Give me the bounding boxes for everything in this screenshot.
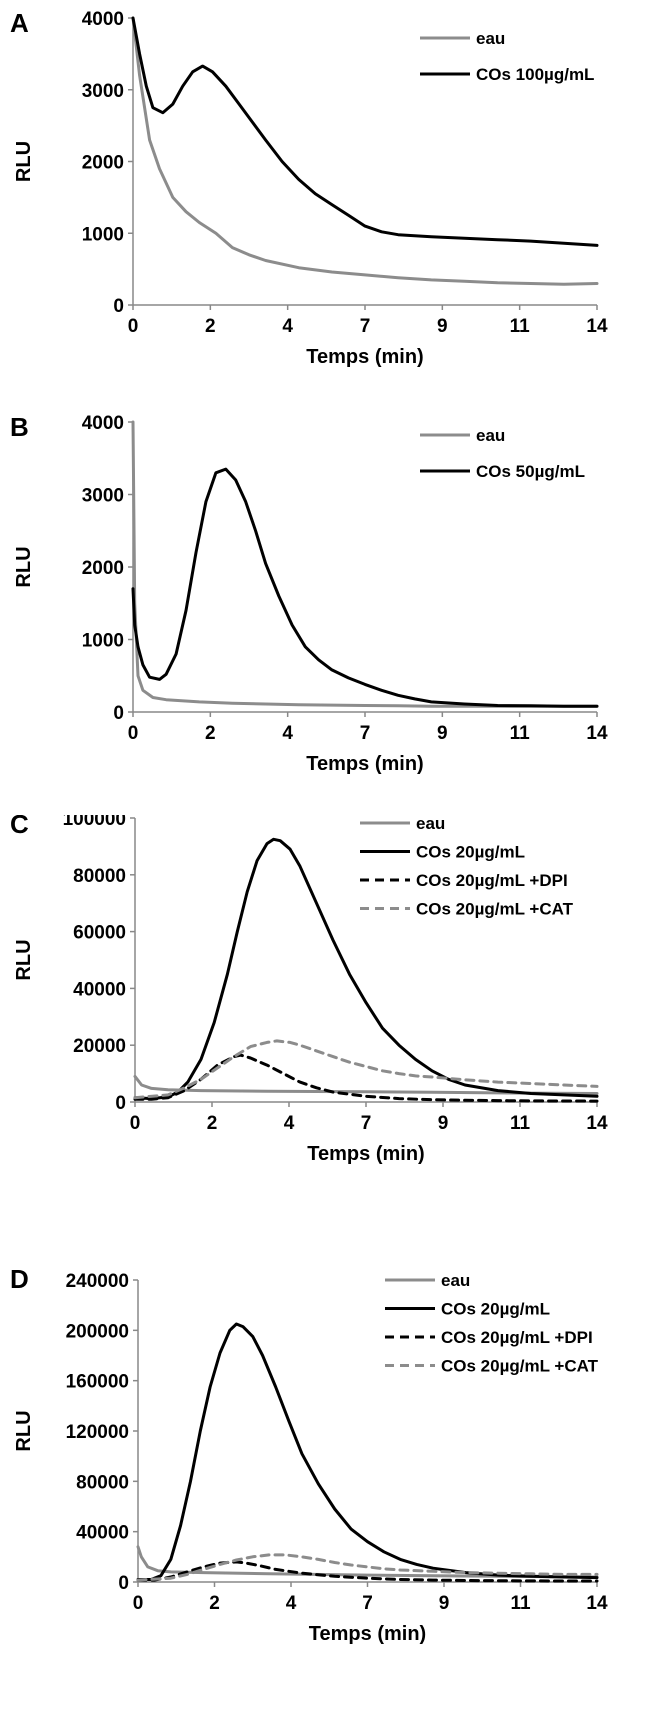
x-tick-label: 9 bbox=[439, 1593, 450, 1614]
y-tick-label: 0 bbox=[118, 1573, 129, 1594]
legend-label: COs 20µg/mL bbox=[416, 843, 525, 862]
series-line-4 bbox=[133, 1039, 599, 1100]
x-tick-label: 0 bbox=[133, 1593, 144, 1614]
chart-panel-a: A 0 1000 2000 3000 4000 0 2 4 7 9 11 14 Temps (min) RL… bbox=[10, 8, 608, 368]
y-tick-label: 0 bbox=[115, 1093, 126, 1114]
legend-label: COs 20µg/mL +DPI bbox=[416, 871, 568, 890]
x-axis-title: Temps (min) bbox=[307, 1143, 424, 1165]
x-tick-label: 14 bbox=[586, 1593, 608, 1614]
panel-b: B 0 1000 2000 3000 4000 0 2 4 7 9 11 14 Temps (min) RL… bbox=[0, 410, 657, 788]
y-tick-label: 4000 bbox=[82, 413, 124, 434]
y-axis-title: RLU bbox=[13, 1410, 35, 1451]
panel-label: D bbox=[10, 1265, 29, 1294]
y-tick-label: 200000 bbox=[66, 1321, 129, 1342]
y-tick-label: 0 bbox=[113, 296, 124, 317]
series-line-1 bbox=[133, 1074, 599, 1095]
panel-a: A 0 1000 2000 3000 4000 0 2 4 7 9 11 14 Temps (min) RL… bbox=[0, 0, 657, 380]
series-line-2 bbox=[136, 1322, 599, 1581]
legend-label: COs 100µg/mL bbox=[476, 65, 594, 84]
x-tick-label: 11 bbox=[510, 1113, 531, 1134]
legend-label: COs 20µg/mL +DPI bbox=[441, 1328, 593, 1347]
y-tick-label: 80000 bbox=[73, 866, 126, 887]
legend-label: COs 20µg/mL +CAT bbox=[416, 900, 574, 919]
y-tick-label: 100000 bbox=[63, 815, 126, 830]
x-tick-label: 2 bbox=[209, 1593, 220, 1614]
x-tick-label: 0 bbox=[128, 723, 139, 744]
x-tick-label: 14 bbox=[586, 723, 608, 744]
series-line-2 bbox=[131, 16, 599, 247]
y-axis-title: RLU bbox=[13, 939, 35, 980]
x-axis-title: Temps (min) bbox=[306, 753, 423, 775]
x-tick-label: 7 bbox=[361, 1113, 372, 1134]
chart-panel-c: C 0 20000 40000 60000 80000 100000 0 2 4 7 9 11 14 Tem… bbox=[10, 815, 608, 1165]
y-axis-title: RLU bbox=[13, 141, 35, 182]
panel-c: C 0 20000 40000 60000 80000 100000 0 2 4 7 9 11 14 Tem… bbox=[0, 815, 657, 1235]
y-tick-label: 20000 bbox=[73, 1036, 126, 1057]
x-tick-label: 2 bbox=[205, 723, 216, 744]
x-tick-label: 7 bbox=[362, 1593, 373, 1614]
x-tick-label: 0 bbox=[130, 1113, 141, 1134]
y-tick-label: 160000 bbox=[66, 1372, 129, 1393]
x-tick-label: 7 bbox=[360, 723, 371, 744]
chart-panel-d: D 0 40000 80000 120000 160000 200000 240000 0 2 4 7… bbox=[10, 1265, 608, 1645]
y-tick-label: 0 bbox=[113, 703, 124, 724]
legend-label: eau bbox=[416, 815, 445, 833]
x-tick-label: 9 bbox=[438, 1113, 449, 1134]
series-line-1 bbox=[136, 1545, 599, 1579]
x-tick-label: 14 bbox=[586, 316, 608, 337]
legend-label: eau bbox=[441, 1271, 470, 1290]
panel-label: B bbox=[10, 412, 29, 442]
x-tick-label: 11 bbox=[510, 723, 531, 744]
x-axis-title: Temps (min) bbox=[306, 346, 423, 368]
y-tick-label: 60000 bbox=[73, 923, 126, 944]
x-tick-label: 2 bbox=[205, 316, 216, 337]
chart-panel-b: B 0 1000 2000 3000 4000 0 2 4 7 9 11 14 Temps (min) RL… bbox=[10, 412, 608, 775]
y-tick-label: 3000 bbox=[82, 81, 124, 102]
series-line-3 bbox=[136, 1560, 599, 1583]
panel-d: D 0 40000 80000 120000 160000 200000 240000 0 2 4 7… bbox=[0, 1265, 657, 1709]
x-tick-label: 9 bbox=[437, 316, 448, 337]
y-tick-label: 80000 bbox=[76, 1472, 129, 1493]
y-tick-label: 120000 bbox=[66, 1422, 129, 1443]
y-tick-label: 240000 bbox=[66, 1271, 129, 1292]
x-tick-label: 4 bbox=[284, 1113, 295, 1134]
x-tick-label: 7 bbox=[360, 316, 371, 337]
series-line-4 bbox=[136, 1553, 599, 1582]
y-tick-label: 1000 bbox=[82, 224, 124, 245]
x-tick-label: 14 bbox=[586, 1113, 608, 1134]
series-line-2 bbox=[133, 837, 599, 1101]
x-tick-label: 2 bbox=[207, 1113, 218, 1134]
x-tick-label: 4 bbox=[282, 316, 293, 337]
series-line-2 bbox=[131, 467, 599, 708]
y-tick-label: 1000 bbox=[82, 631, 124, 652]
x-tick-label: 11 bbox=[510, 1593, 531, 1614]
x-tick-label: 9 bbox=[437, 723, 448, 744]
legend-label: COs 50µg/mL bbox=[476, 462, 585, 481]
y-tick-label: 40000 bbox=[73, 979, 126, 1000]
panel-label: A bbox=[10, 8, 29, 38]
y-tick-label: 2000 bbox=[82, 558, 124, 579]
series-line-1 bbox=[131, 16, 599, 286]
x-tick-label: 4 bbox=[282, 723, 293, 744]
x-tick-label: 11 bbox=[510, 316, 531, 337]
y-tick-label: 2000 bbox=[82, 153, 124, 174]
y-tick-label: 40000 bbox=[76, 1523, 129, 1544]
y-tick-label: 3000 bbox=[82, 486, 124, 507]
x-tick-label: 4 bbox=[286, 1593, 297, 1614]
legend-label: eau bbox=[476, 426, 505, 445]
x-tick-label: 0 bbox=[128, 316, 139, 337]
panel-label: C bbox=[10, 815, 29, 839]
legend-label: eau bbox=[476, 29, 505, 48]
legend-label: COs 20µg/mL bbox=[441, 1300, 550, 1319]
y-tick-label: 4000 bbox=[82, 9, 124, 30]
x-axis-title: Temps (min) bbox=[309, 1623, 426, 1645]
legend-label: COs 20µg/mL +CAT bbox=[441, 1357, 599, 1376]
y-axis-title: RLU bbox=[13, 546, 35, 587]
